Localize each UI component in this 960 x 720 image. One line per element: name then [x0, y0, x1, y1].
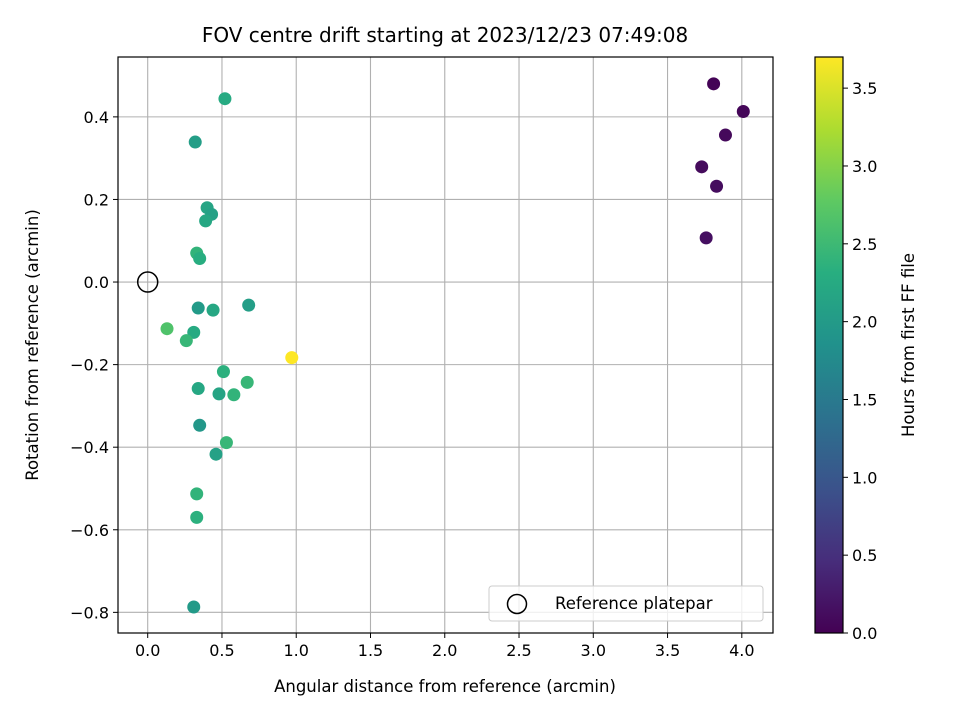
- data-point: [193, 418, 207, 432]
- plot-area-frame: [117, 56, 774, 634]
- y-tick-label: 0.4: [84, 108, 109, 127]
- axis-ticks: 0.0 0.5 1.0 1.5 2.0 2.5 3.0 3.5 4.0 −0.8 −0.6 −0.4 −…: [70, 108, 754, 660]
- x-tick-label: 3.5: [655, 641, 680, 660]
- y-tick-label: −0.6: [70, 521, 109, 540]
- y-tick-label: −0.8: [70, 603, 109, 622]
- data-point: [188, 135, 202, 149]
- data-point: [187, 600, 201, 614]
- data-point: [187, 325, 201, 339]
- x-tick-label: 0.5: [209, 641, 234, 660]
- x-tick-label: 4.0: [729, 641, 754, 660]
- x-tick-label: 0.0: [135, 641, 160, 660]
- reference-point-marker: [136, 271, 159, 293]
- data-point: [199, 214, 213, 228]
- colorbar-frame: [814, 56, 844, 634]
- data-point: [190, 487, 204, 501]
- legend-reference-marker: [506, 593, 528, 615]
- data-point: [736, 105, 750, 119]
- data-point: [219, 436, 233, 450]
- data-point: [218, 92, 232, 106]
- x-tick-label: 2.0: [432, 641, 457, 660]
- data-point: [209, 447, 223, 461]
- data-point: [206, 303, 220, 317]
- data-point: [216, 365, 230, 379]
- data-point: [707, 77, 721, 91]
- data-point: [227, 388, 241, 402]
- scatter-points: [136, 77, 750, 614]
- data-point: [191, 382, 205, 396]
- colorbar-tick-label: 1.0: [852, 468, 877, 487]
- y-tick-label: −0.4: [70, 438, 109, 457]
- data-point: [212, 387, 226, 401]
- colorbar-ticks: 0.0 0.5 1.0 1.5 2.0 2.5 3.0 3.5: [843, 79, 877, 643]
- grid-lines: [118, 57, 773, 633]
- x-axis-label: Angular distance from reference (arcmin): [274, 677, 616, 696]
- data-point: [190, 510, 204, 524]
- data-point: [718, 128, 732, 142]
- data-point: [160, 322, 174, 336]
- colorbar-tick-label: 2.5: [852, 235, 877, 254]
- data-point: [240, 375, 254, 389]
- legend-box: [488, 585, 764, 622]
- data-point: [179, 334, 193, 348]
- data-point: [193, 251, 207, 265]
- chart-title: FOV centre drift starting at 2023/12/23 …: [202, 23, 688, 47]
- colorbar-tick-label: 3.0: [852, 157, 877, 176]
- x-tick-label: 3.0: [581, 641, 606, 660]
- colorbar-tick-label: 1.5: [852, 390, 877, 409]
- colorbar-tick-label: 0.5: [852, 546, 877, 565]
- colorbar-label: Hours from first FF file: [899, 253, 918, 437]
- data-point: [699, 231, 713, 245]
- y-tick-label: −0.2: [70, 356, 109, 375]
- x-tick-label: 1.0: [284, 641, 309, 660]
- data-point: [285, 351, 299, 365]
- y-tick-label: 0.0: [84, 273, 109, 292]
- x-tick-label: 1.5: [358, 641, 383, 660]
- colorbar-tick-label: 3.5: [852, 79, 877, 98]
- data-point: [242, 298, 256, 312]
- colorbar-gradient: [815, 57, 843, 633]
- colorbar-tick-label: 2.0: [852, 313, 877, 332]
- colorbar-tick-label: 0.0: [852, 624, 877, 643]
- data-point: [695, 160, 709, 174]
- legend: Reference platepar: [488, 585, 764, 622]
- y-tick-label: 0.2: [84, 190, 109, 209]
- legend-reference-label: Reference platepar: [555, 594, 713, 613]
- data-point: [710, 179, 724, 193]
- y-axis-label: Rotation from reference (arcmin): [23, 209, 42, 481]
- data-point: [191, 301, 205, 315]
- x-tick-label: 2.5: [506, 641, 531, 660]
- colorbar: 0.0 0.5 1.0 1.5 2.0 2.5 3.0 3.5 Hours from firs…: [814, 56, 918, 643]
